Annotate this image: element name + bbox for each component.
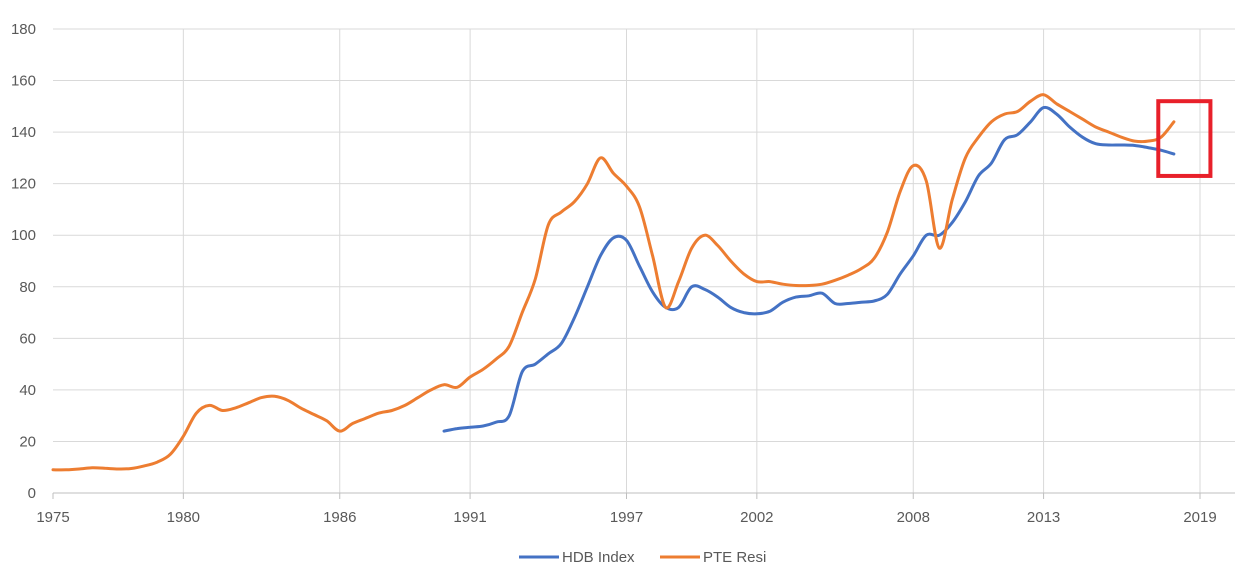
x-tick-label: 2008	[897, 509, 930, 526]
x-tick-label: 2019	[1183, 509, 1216, 526]
legend-label-hdb-index: HDB Index	[562, 549, 635, 566]
x-tick-label: 1986	[323, 509, 356, 526]
x-tick-label: 2002	[740, 509, 773, 526]
series-lines	[51, 93, 1176, 472]
y-tick-label: 40	[19, 382, 36, 399]
series-line-hdb-index	[442, 105, 1176, 433]
x-tick-label: 1975	[36, 509, 69, 526]
highlight-box	[1156, 99, 1213, 178]
y-tick-label: 120	[11, 176, 36, 193]
axes: 0 20 40 60 80 100 120 140 160 180 1975 1980 1986 1991…	[11, 21, 1235, 526]
y-tick-label: 0	[28, 485, 36, 502]
legend: HDB Index PTE Resi	[519, 549, 766, 566]
y-tick-label: 140	[11, 124, 36, 141]
x-tick-label: 1997	[610, 509, 643, 526]
x-tick-label: 1991	[453, 509, 486, 526]
y-tick-label: 100	[11, 227, 36, 244]
y-tick-label: 160	[11, 73, 36, 90]
x-tick-label: 1980	[167, 509, 200, 526]
y-tick-label: 180	[11, 21, 36, 38]
legend-label-pte-resi: PTE Resi	[703, 549, 766, 566]
series-line-pte-resi	[51, 93, 1176, 472]
annotations	[1156, 99, 1213, 178]
gridlines	[53, 28, 1235, 493]
y-tick-label: 20	[19, 433, 36, 450]
x-tick-label: 2013	[1027, 509, 1060, 526]
y-tick-label: 80	[19, 279, 36, 296]
y-tick-label: 60	[19, 330, 36, 347]
